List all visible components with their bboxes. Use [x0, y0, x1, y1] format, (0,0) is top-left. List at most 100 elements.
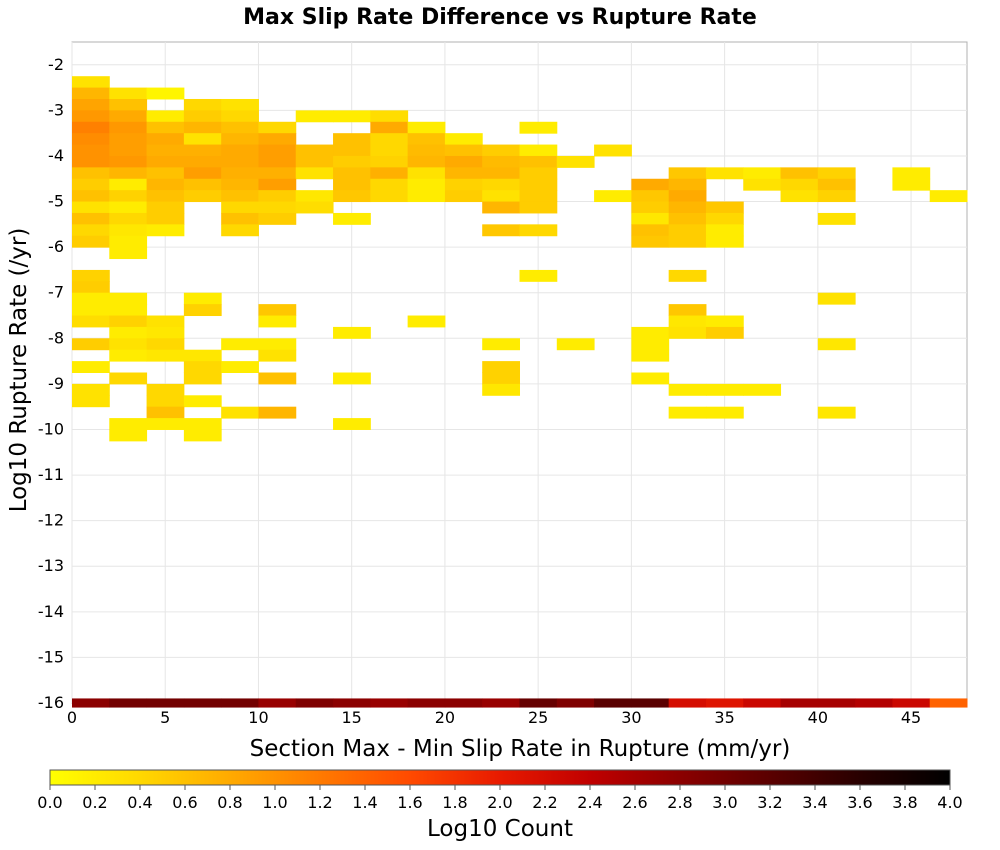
- heatmap-cell: [631, 178, 670, 191]
- heatmap-cell: [370, 121, 409, 134]
- heatmap-cell: [780, 167, 819, 180]
- heatmap-cell: [146, 406, 185, 419]
- heatmap-cell: [258, 190, 297, 203]
- heatmap-cell: [146, 383, 185, 396]
- colorbar-tick-label: 0.2: [82, 793, 107, 812]
- heatmap-cell: [146, 212, 185, 225]
- heatmap-cell: [221, 167, 259, 180]
- heatmap-cell: [146, 338, 185, 351]
- bottom-row-cell: [780, 698, 819, 708]
- heatmap-cell: [519, 155, 558, 168]
- heatmap-cell: [295, 144, 334, 157]
- heatmap-cell: [295, 155, 334, 168]
- heatmap-cell: [221, 144, 259, 157]
- heatmap-cell: [221, 98, 259, 111]
- heatmap-cell: [780, 178, 819, 191]
- heatmap-cell: [109, 349, 148, 362]
- heatmap-cell: [183, 98, 222, 111]
- heatmap-cell: [183, 418, 222, 430]
- heatmap-cell: [258, 406, 297, 419]
- y-tick-label: -10: [38, 419, 64, 438]
- colorbar-tick-label: 2.8: [667, 793, 692, 812]
- heatmap-cell: [705, 383, 744, 396]
- bottom-row-cell: [221, 698, 259, 708]
- heatmap-cell: [109, 87, 148, 100]
- heatmap-cell: [482, 361, 520, 373]
- heatmap-cell: [631, 201, 670, 214]
- colorbar-tick-label: 2.4: [577, 793, 602, 812]
- heatmap-cell: [72, 315, 110, 328]
- heatmap-cell: [146, 224, 185, 237]
- heatmap-cell: [146, 190, 185, 203]
- heatmap-cell: [333, 110, 371, 123]
- heatmap-cell: [183, 349, 222, 362]
- heatmap-cell: [705, 224, 744, 237]
- heatmap-cell: [295, 110, 334, 123]
- x-tick-labels: 0 5 10 15 20 25 30 35 40 45: [67, 708, 921, 727]
- y-tick-label: -8: [48, 328, 64, 347]
- heatmap-cell: [221, 121, 259, 134]
- bottom-row-cell: [519, 698, 558, 708]
- heatmap-cell: [183, 121, 222, 134]
- heatmap-cell: [519, 201, 558, 214]
- heatmap-cell: [407, 121, 446, 134]
- heatmap-cell: [221, 190, 259, 203]
- heatmap-cell: [705, 326, 744, 339]
- heatmap-cell: [258, 338, 297, 351]
- heatmap-cell: [556, 155, 595, 168]
- heatmap-cell: [482, 338, 520, 351]
- heatmap-cell: [407, 190, 446, 203]
- heatmap-cell: [72, 87, 110, 100]
- heatmap-cell: [146, 133, 185, 146]
- colorbar-tick-label: 0.0: [37, 793, 62, 812]
- y-tick-label: -11: [38, 465, 64, 484]
- heatmap-cell: [183, 372, 222, 385]
- heatmap-cell: [221, 178, 259, 191]
- heatmap-cell: [519, 167, 558, 180]
- colorbar-tick-label: 0.6: [172, 793, 197, 812]
- heatmap-cell: [631, 235, 670, 248]
- heatmap-cell: [444, 155, 483, 168]
- heatmap-cell: [444, 144, 483, 157]
- heatmap-cell: [370, 110, 409, 123]
- heatmap-cell: [146, 155, 185, 168]
- colorbar-tick-label: 4.0: [937, 793, 962, 812]
- heatmap-cell: [258, 121, 297, 134]
- heatmap-cell: [892, 178, 931, 191]
- heatmap-cell: [668, 178, 707, 191]
- heatmap-cell: [780, 190, 819, 203]
- y-tick-label: -4: [48, 146, 64, 165]
- heatmap-cell: [109, 372, 148, 385]
- heatmap-cell: [631, 349, 670, 362]
- heatmap-cell: [333, 326, 371, 339]
- heatmap-cell: [221, 338, 259, 351]
- heatmap-cell: [892, 167, 931, 180]
- heatmap-cell: [109, 121, 148, 134]
- heatmap-cell: [407, 155, 446, 168]
- y-tick-label: -15: [38, 647, 64, 666]
- heatmap-cell: [72, 110, 110, 123]
- bottom-row-cell: [146, 698, 185, 708]
- heatmap-cell: [221, 155, 259, 168]
- heatmap-cell: [705, 201, 744, 214]
- heatmap-cell: [109, 133, 148, 146]
- y-tick-label: -5: [48, 192, 64, 211]
- heatmap-cell: [519, 144, 558, 157]
- heatmap-cell: [258, 167, 297, 180]
- y-tick-label: -3: [48, 100, 64, 119]
- bottom-row-cell: [407, 698, 446, 708]
- heatmap-cell: [817, 338, 856, 351]
- heatmap-cell: [72, 190, 110, 203]
- heatmap-cell: [221, 224, 259, 237]
- heatmap-cell: [743, 383, 782, 396]
- x-tick-label: 5: [160, 708, 170, 727]
- colorbar-tick-label: 3.2: [757, 793, 782, 812]
- bottom-row-cell: [594, 698, 632, 708]
- heatmap-cell: [72, 235, 110, 248]
- heatmap-cell: [221, 406, 259, 419]
- heatmap-cell: [817, 190, 856, 203]
- heatmap-cell: [109, 292, 148, 305]
- heatmap-cell: [183, 155, 222, 168]
- colorbar-tick-label: 3.4: [802, 793, 827, 812]
- heatmap-cell: [333, 155, 371, 168]
